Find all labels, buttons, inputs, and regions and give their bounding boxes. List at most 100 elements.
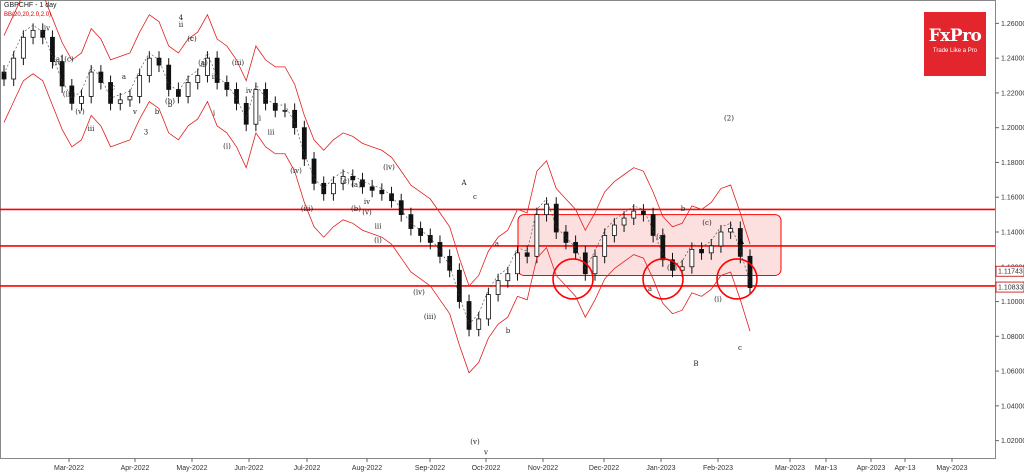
candle-body [224,82,230,90]
wave-label: (a) [53,56,63,64]
candle-body [486,294,491,320]
candle-body [117,99,123,104]
candle-body [69,85,75,104]
candle-body [1,71,7,80]
candle-body [689,248,695,268]
wave-label: c [738,344,742,352]
x-tick-label: Jan-2023 [646,465,675,472]
candle-body [563,231,569,243]
candle-body [495,280,501,295]
wave-label: (i) [223,143,231,151]
candle-body [40,29,46,38]
wave-label: (b) [351,205,361,213]
y-tick-label: 1.02000 [1001,438,1024,445]
x-tick-label: Apr-13 [894,465,915,472]
wave-label: iii [88,125,95,133]
candle-body [311,158,317,184]
candle-body [447,255,453,271]
wave-label: c [473,193,477,201]
y-tick-label: 1.22000 [1001,90,1024,97]
price-tag [995,281,1024,293]
candle-body [650,214,656,236]
candle-body [708,245,714,254]
candle-body [137,75,143,97]
wave-label: a [648,285,652,293]
y-tick-label: 1.08000 [1001,334,1024,341]
candle-body [466,301,472,330]
candle-body [234,89,239,104]
candle-body [146,57,152,76]
x-tick-label: Feb-2023 [703,465,733,472]
candle-body [602,235,608,257]
wave-label: iii [375,223,382,231]
wave-label: b [168,101,173,109]
wave-label: (c) [187,35,197,43]
bb-middle-band [3,24,751,325]
candle-body [243,102,249,125]
candle-body [660,235,666,261]
candle-body [282,109,288,112]
wave-label: a [495,240,499,248]
candle-body [214,57,220,83]
wave-label: (a) [351,181,361,189]
y-tick-label: 1.06000 [1001,369,1024,376]
wave-label: (v) [75,108,85,116]
y-tick-label: 1.16000 [1001,195,1024,202]
wave-label: (v) [470,438,480,446]
wave-label: iv [364,198,370,206]
price-tag-label: 1.10833 [998,285,1023,292]
wave-label: (c) [340,177,350,185]
candle-body [11,57,17,80]
candle-body [621,217,627,226]
y-tick-label: 1.04000 [1001,403,1024,410]
wave-label: (iv) [290,167,302,175]
candle-body [292,109,298,129]
x-tick-label: Jul-2022 [294,465,321,472]
wave-label: B [693,360,698,368]
candle-body [263,89,268,104]
candle-body [544,203,549,216]
wave-label: (iv) [383,163,395,171]
price-tag-label: 1.11743 [998,269,1023,276]
candle-body [418,228,423,236]
wave-label: (iii) [424,313,436,321]
wave-label: iv [246,87,252,95]
candle-body [350,175,356,181]
x-tick-label: May-2023 [936,465,967,472]
y-tick-label: 1.18000 [1001,160,1024,167]
y-tick-label: 1.14000 [1001,230,1024,237]
highlight-circle [642,258,684,300]
candle-body [747,255,753,289]
y-tick-label: 1.24000 [1001,56,1024,63]
wave-label: (c) [702,219,712,227]
candle-body [205,57,210,76]
candle-body [30,29,36,38]
x-tick-label: Jun-2022 [234,465,263,472]
wave-label: (b) [667,264,677,272]
candle-body [88,71,94,97]
candle-body [340,175,346,184]
candle-body [427,235,433,243]
x-tick-label: Apr-2022 [121,465,150,472]
wave-label: iv [44,24,50,32]
candle-body [369,186,375,191]
indicator-label: BB(20,20,2.0,2.0) [4,12,52,18]
x-tick-label: Aug-2022 [352,465,382,472]
candle-body [699,248,704,254]
candle-body [185,82,191,97]
candle-body [98,71,104,83]
wave-label: (c) [64,56,74,64]
wave-label: (iv) [413,289,425,297]
candle-body [331,182,336,195]
wave-label: i [259,115,262,123]
x-tick-label: May-2022 [176,465,207,472]
brand-logo: FxPro Trade Like a Pro [924,12,986,76]
candle-body [20,36,26,59]
candle-body [524,252,530,257]
wave-label: i [213,110,216,118]
wave-label: b [155,108,160,116]
wave-label: A [460,179,467,187]
wave-label: v [132,108,137,116]
wave-label: v [483,449,488,457]
